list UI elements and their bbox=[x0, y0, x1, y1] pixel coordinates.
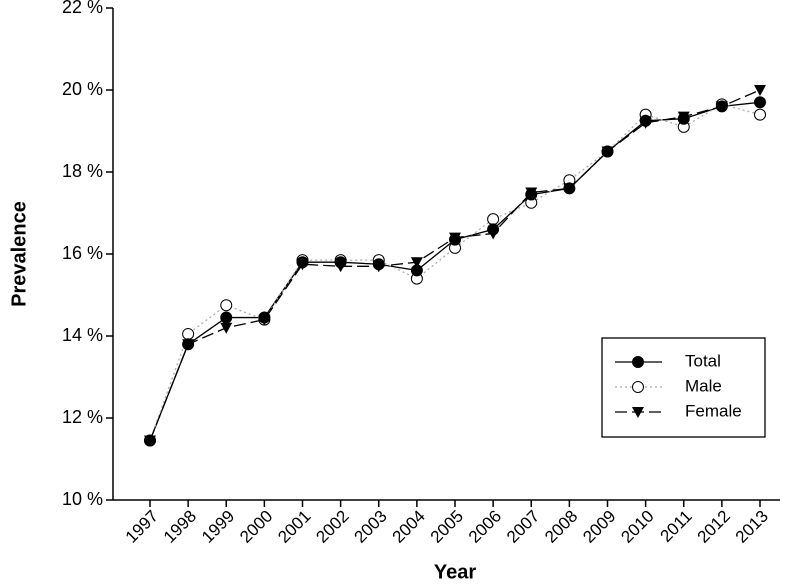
x-tick-label: 2007 bbox=[503, 507, 543, 547]
x-tick-label: 2010 bbox=[617, 507, 657, 547]
y-tick-label: 22 % bbox=[62, 0, 103, 17]
x-tick-label: 1997 bbox=[122, 507, 162, 547]
legend-label: Total bbox=[685, 351, 721, 370]
y-tick-label: 12 % bbox=[62, 407, 103, 427]
marker bbox=[372, 261, 385, 273]
legend: Total Male Female bbox=[601, 337, 766, 438]
marker bbox=[715, 101, 728, 113]
legend-marker bbox=[632, 407, 644, 418]
marker bbox=[563, 183, 576, 195]
marker bbox=[754, 108, 766, 121]
x-tick-label: 2003 bbox=[351, 507, 391, 547]
x-tick-label: 2009 bbox=[579, 507, 619, 547]
marker bbox=[754, 96, 766, 109]
legend-label: Male bbox=[685, 376, 722, 395]
x-tick-label: 2013 bbox=[732, 507, 772, 547]
marker bbox=[449, 232, 461, 244]
x-tick-label: 2006 bbox=[465, 507, 505, 547]
legend-label: Female bbox=[685, 401, 742, 420]
marker bbox=[754, 85, 766, 96]
x-tick-label: 2002 bbox=[312, 507, 352, 547]
legend-marker bbox=[632, 356, 644, 368]
y-axis-label: Prevalence bbox=[8, 201, 30, 307]
marker bbox=[487, 213, 500, 226]
x-axis-label: Year bbox=[434, 561, 476, 583]
y-tick-label: 10 % bbox=[62, 489, 103, 509]
marker bbox=[525, 187, 538, 199]
marker bbox=[639, 117, 652, 129]
legend-box bbox=[601, 337, 766, 438]
y-tick-label: 16 % bbox=[62, 243, 103, 263]
x-tick-label: 2011 bbox=[656, 507, 695, 546]
y-tick-label: 18 % bbox=[62, 161, 103, 181]
x-tick-label: 1998 bbox=[160, 507, 200, 547]
marker bbox=[487, 228, 500, 240]
marker bbox=[220, 299, 233, 312]
x-tick-label: 2008 bbox=[541, 507, 581, 547]
marker bbox=[601, 146, 614, 158]
marker bbox=[182, 339, 195, 351]
marker bbox=[144, 435, 156, 447]
x-tick-label: 2001 bbox=[274, 507, 314, 547]
y-tick-label: 14 % bbox=[62, 325, 103, 345]
marker bbox=[182, 327, 195, 340]
legend-marker bbox=[632, 381, 644, 393]
marker bbox=[258, 314, 271, 326]
x-tick-label: 2004 bbox=[389, 507, 429, 547]
x-tick-label: 2005 bbox=[427, 507, 467, 547]
marker bbox=[334, 261, 347, 273]
marker bbox=[296, 259, 309, 271]
x-tick-label: 1999 bbox=[198, 507, 238, 547]
x-tick-label: 2000 bbox=[236, 507, 276, 547]
x-tick-label: 2012 bbox=[694, 507, 734, 547]
marker bbox=[220, 311, 233, 324]
marker bbox=[677, 111, 690, 123]
y-tick-label: 20 % bbox=[62, 79, 103, 99]
marker bbox=[220, 322, 233, 334]
marker bbox=[410, 257, 423, 269]
